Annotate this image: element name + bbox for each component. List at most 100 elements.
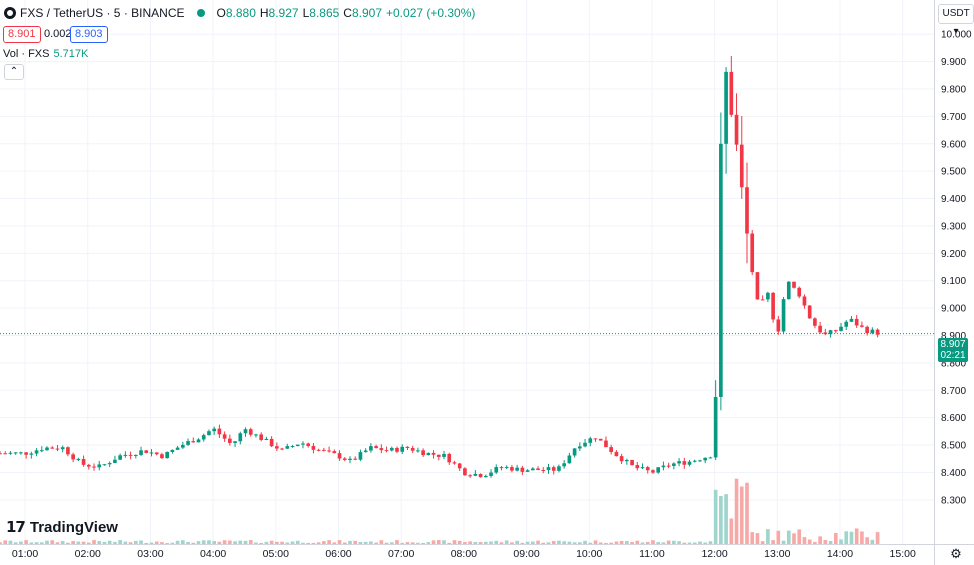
candle-body [833,330,838,332]
candle-body [593,438,598,440]
volume-bar [578,542,582,544]
volume-bar [395,540,399,544]
volume-bar [640,542,645,544]
volume-bar [865,537,869,544]
volume-bar [348,540,352,544]
candle-body [854,318,859,326]
candle-body [844,321,849,327]
candle-body [666,465,671,467]
volume-bar [379,540,384,544]
volume-bar [692,542,697,544]
volume-bar [13,542,18,544]
candle-body [248,429,253,435]
y-tick-label: 9.800 [941,84,966,95]
candle-body [144,450,149,453]
candle-body [238,433,243,442]
candle-body [389,447,394,451]
candle-body [421,450,425,456]
candle-body [541,470,546,472]
candle-body [588,438,593,443]
candle-body [118,455,122,460]
collapse-legend-icon[interactable]: ⌃ [4,64,24,80]
candle-body [551,467,556,471]
volume-bar [598,542,603,544]
grid-lines [0,0,934,544]
volume-bar [86,542,91,544]
candle-body [760,299,765,301]
volume-bar [269,540,274,544]
x-tick-label: 12:00 [701,548,727,560]
candle-body [45,447,49,451]
settings-gear-icon[interactable]: ⚙ [950,546,962,561]
volume-bar [97,541,102,544]
volume-bar [154,541,159,544]
candle-body [107,463,112,465]
volume-bar [609,542,614,544]
candle-body [656,467,661,473]
candle-body [776,319,781,332]
volume-bar [243,540,248,544]
candle-body [295,444,300,447]
candle-body [802,296,807,306]
volume-bar [813,541,817,544]
x-tick-label: 01:00 [12,548,38,560]
volume-bar [724,494,728,544]
candle-body [0,453,2,455]
candle-body [24,452,28,455]
currency-selector[interactable]: USDT ▾ [938,4,974,37]
candle-body [39,450,44,452]
tradingview-logo[interactable]: 𝟭𝟳 TradingView [6,518,118,537]
volume-bar [771,540,775,544]
volume-bar [332,542,337,544]
candle-body [625,459,629,462]
candle-body [719,143,723,397]
volume-bar [473,541,478,544]
volume-bar [342,542,347,544]
candle-body [713,396,718,458]
x-tick-label: 05:00 [263,548,289,560]
volume-bar [322,541,326,544]
x-tick-label: 04:00 [200,548,226,560]
candle-body [567,455,572,464]
volume-bar [630,542,634,544]
candle-body [645,467,650,471]
candle-body [682,461,687,465]
volume-bar [400,542,405,544]
volume-bar [708,541,713,544]
candle-body [865,326,869,334]
volume-bar [3,540,8,544]
volume-bar [604,542,608,544]
candle-body [50,447,55,449]
candle-body [170,449,175,452]
candle-body [839,326,843,331]
candle-body [572,448,577,456]
buy-price-button[interactable]: 8.903 [70,26,108,43]
candle-body [609,447,614,453]
tradingview-mark-icon: 𝟭𝟳 [6,519,26,536]
volume-bar [854,528,859,544]
candle-body [583,442,587,447]
volume-bar [786,530,791,544]
volume-bar [92,540,96,544]
candle-body [29,453,34,455]
sell-price-button[interactable]: 8.901 [3,26,41,43]
candle-body [3,453,8,455]
volume-legend[interactable]: Vol · FXS 5.717K [3,48,88,60]
candle-body [797,287,802,297]
open-value: 8.880 [225,6,256,20]
volume-bar [557,540,561,544]
volume-bar [478,542,483,544]
volume-bar [259,542,264,544]
candle-body [311,446,316,450]
volume-bar [66,542,70,544]
candle-body [285,446,290,449]
symbol-header[interactable]: FXS / TetherUS · 5 · BINANCE O 8.880 H 8.9… [4,4,475,22]
last-price-tag: 8.907 02:21 [938,338,968,362]
candle-body [478,473,483,478]
candle-body [468,475,472,477]
candle-body [348,458,352,460]
volume-bar [875,532,880,544]
volume-bar [311,542,316,544]
volume-bar [160,542,164,544]
